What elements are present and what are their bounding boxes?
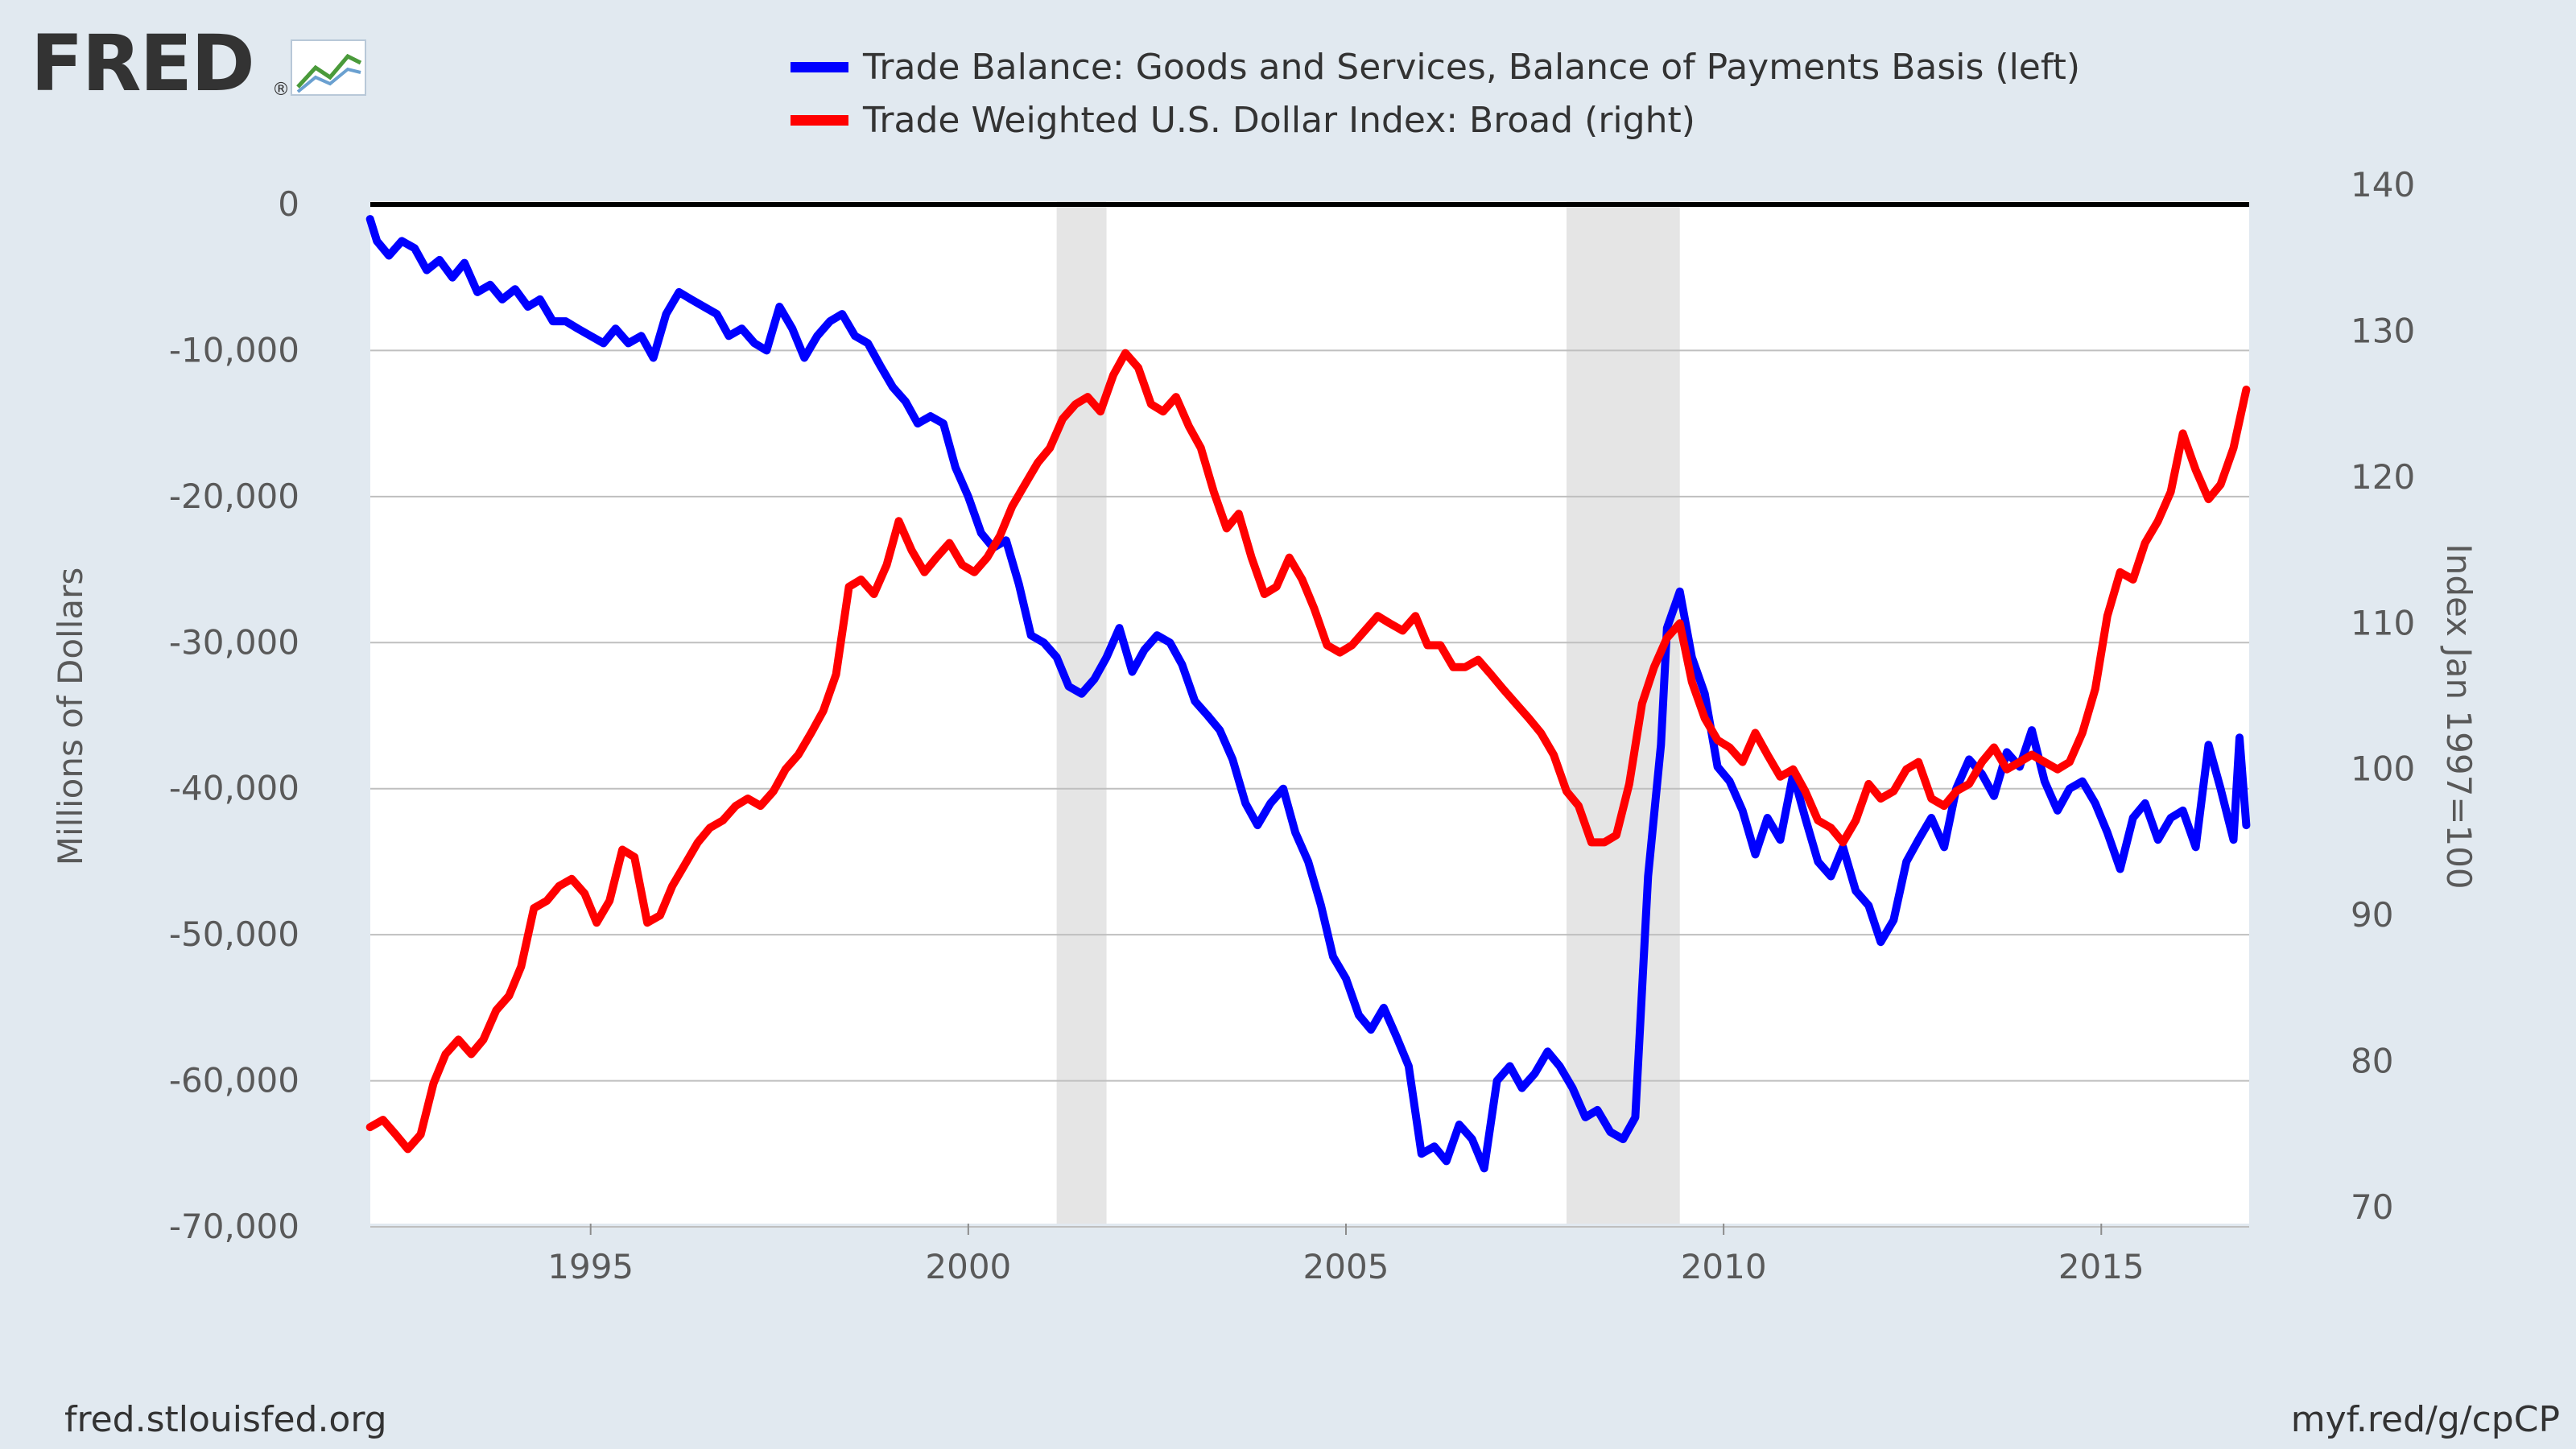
right-tick-label: 140 <box>2351 165 2415 204</box>
recession-band-0 <box>1056 201 1107 1224</box>
right-tick-label: 100 <box>2351 749 2415 789</box>
legend: Trade Balance: Goods and Services, Balan… <box>791 47 2080 141</box>
left-tick-label: -10,000 <box>169 330 299 369</box>
right-tick-label: 110 <box>2351 603 2415 642</box>
x-tick-label: 2005 <box>1303 1247 1389 1286</box>
left-tick-label: -40,000 <box>169 769 299 808</box>
legend-swatch-red <box>791 115 848 126</box>
chart-line-icon <box>291 39 366 96</box>
right-tick-label: 70 <box>2351 1187 2393 1227</box>
legend-label-dollar-index: Trade Weighted U.S. Dollar Index: Broad … <box>862 100 1695 141</box>
right-tick-label: 80 <box>2351 1042 2393 1081</box>
x-tick-label: 2010 <box>1681 1247 1767 1286</box>
logo-text: FRED <box>31 19 254 109</box>
x-tick-label: 2000 <box>925 1247 1011 1286</box>
series-lines <box>365 215 2251 1173</box>
legend-item-trade-balance[interactable]: Trade Balance: Goods and Services, Balan… <box>791 47 2080 88</box>
plot-background <box>370 201 2249 1224</box>
logo-registered: ® <box>272 80 290 100</box>
right-axis-title: Index Jan 1997=100 <box>2439 543 2479 889</box>
left-tick-label: -20,000 <box>169 477 299 516</box>
right-tick-label: 130 <box>2351 311 2415 350</box>
left-tick-label: -30,000 <box>169 622 299 662</box>
left-tick-label: -60,000 <box>169 1061 299 1100</box>
right-axis-ticks: 70 80 90 100 110 120 130 140 <box>2351 165 2415 1227</box>
left-tick-label: 0 <box>278 184 299 224</box>
series-dollar-index-line[interactable] <box>365 349 2251 1154</box>
footer-source[interactable]: fred.stlouisfed.org <box>64 1399 387 1440</box>
series-trade-balance-line[interactable] <box>365 215 2251 1173</box>
plot-area: 0 -10,000 -20,000 -30,000 -40,000 -50,000 -60,… <box>169 165 2415 1286</box>
legend-label-trade-balance: Trade Balance: Goods and Services, Balan… <box>862 47 2080 88</box>
fred-logo[interactable]: FRED ® <box>31 19 366 109</box>
legend-item-dollar-index[interactable]: Trade Weighted U.S. Dollar Index: Broad … <box>791 100 1695 141</box>
gridlines <box>370 202 2249 1228</box>
footer-link[interactable]: myf.red/g/cpCP <box>2291 1399 2560 1440</box>
x-tick-label: 1995 <box>547 1247 634 1286</box>
legend-swatch-blue <box>791 62 848 72</box>
left-axis-title: Millions of Dollars <box>51 568 90 866</box>
x-axis-ticks: 1995 2000 2005 2010 2015 <box>547 1224 2145 1286</box>
x-tick-label: 2015 <box>2058 1247 2145 1286</box>
left-tick-label: -70,000 <box>169 1207 299 1246</box>
right-tick-label: 90 <box>2351 895 2393 935</box>
left-tick-label: -50,000 <box>169 914 299 954</box>
right-tick-label: 120 <box>2351 457 2415 497</box>
left-axis-ticks: 0 -10,000 -20,000 -30,000 -40,000 -50,000 -60,… <box>169 184 299 1246</box>
